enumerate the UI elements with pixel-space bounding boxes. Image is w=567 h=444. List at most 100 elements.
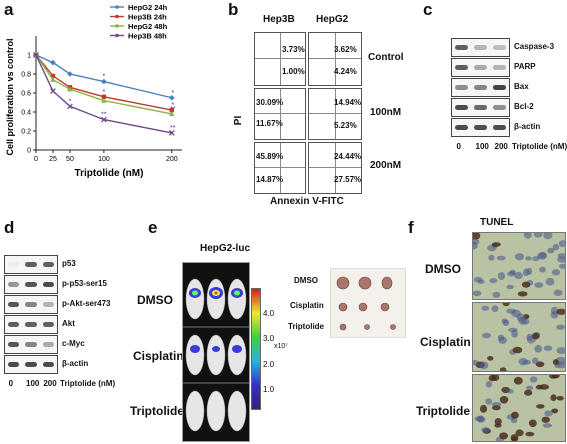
facs-pct-ur: 24.44% [334,152,362,161]
blot-band [455,105,468,110]
excised-tumor-photo [330,268,406,338]
tunel-image-cisplatin [472,302,566,372]
nucleus [494,417,502,426]
nucleus [525,385,534,391]
blot-band [493,85,506,90]
tunel-label-cisplatin: Cisplatin [420,335,471,349]
blot-band [455,125,468,130]
legend-marker [115,33,119,38]
nucleus [481,427,491,433]
legend-marker [115,14,119,19]
nucleus [498,336,508,344]
data-point [50,88,56,94]
legend-marker [115,24,119,28]
tumor-label-triptolide: Triptolide [288,322,324,331]
nucleus [513,376,523,385]
nucleus [556,308,565,315]
blot-band [25,282,37,287]
data-point [169,107,175,113]
nucleus [473,233,481,240]
panel-label-c: c [423,0,433,19]
facs-plot-hep3b-100nm: 30.09% 11.67% [254,88,306,140]
x-axis-title: Triptolide (nM) [75,168,144,179]
x-tick-label: 200 [166,156,178,163]
nucleus [525,256,532,261]
blot-band [8,282,20,287]
nucleus [506,284,514,290]
blot-band [493,125,506,130]
nucleus [488,375,496,382]
blot-band [42,342,54,347]
nucleus [544,410,553,417]
blot-band [455,85,468,90]
nucleus [556,395,564,401]
tunel-label-triptolide: Triptolide [416,404,470,418]
blot-row-label: Bax [514,81,529,91]
facs-pct-lr: 1.00% [282,67,305,76]
tunel-image-triptolide [472,374,566,442]
nucleus [551,408,559,414]
col-header-hepg2: HepG2 [316,14,349,25]
blot-row-label: Caspase-3 [514,41,555,51]
nucleus [482,332,491,339]
significance-mark: ** [101,112,107,119]
nucleus [502,319,510,327]
y-tick-label: 0.6 [21,91,31,98]
tumor-label-dmso: DMSO [294,276,318,285]
nucleus [507,388,514,394]
data-point [33,52,39,58]
facs-plot-hepg2-100nm: 14.94% 5.23% [308,88,362,140]
data-point [101,78,107,85]
nucleus [524,389,533,396]
scale-tick-3: 3.0 [263,334,275,343]
blot-strip [451,38,510,57]
blot-band [493,45,506,50]
blot-row-label: β-actin [514,121,541,131]
data-point [67,86,73,92]
nucleus [491,242,501,247]
blot-band [42,362,54,367]
x-tick-label: 25 [49,156,57,163]
data-point [101,97,107,103]
blot-band [8,342,20,347]
nucleus [553,289,563,296]
nucleus [556,347,565,355]
nucleus [509,269,516,276]
x-tick-label: 50 [66,156,74,163]
nucleus [558,263,565,269]
bioluminescence-image [182,262,250,442]
nucleus [543,345,553,351]
blot-strip [451,98,510,117]
nucleus [516,313,526,322]
nucleus [518,357,528,366]
legend-label: HepG2 48h [128,22,168,31]
blot-band [455,45,468,50]
blot-strip [4,275,58,294]
data-point [67,71,73,77]
blot-band [25,362,37,367]
nucleus [473,359,479,366]
panel-label-e: e [148,218,158,237]
nucleus [489,277,498,284]
blot-band [42,302,54,307]
blot-strip [4,315,58,334]
significance-mark: * [171,102,174,109]
y-axis-title: Cell proliferation vs control [5,38,15,155]
nucleus [492,291,501,298]
blot-band [25,342,37,347]
blot-band [25,302,37,307]
significance-mark: * [103,89,106,96]
blot-band [42,282,54,287]
nucleus [534,344,543,353]
row-label-100nm: 100nM [370,107,402,118]
nucleus [510,417,518,424]
nucleus [557,256,565,263]
nucleus [551,268,561,276]
row-label-control: Control [368,52,404,63]
nucleus [531,332,540,340]
tunel-label-dmso: DMSO [425,262,461,276]
blot-row-label: p-Akt-ser473 [62,298,111,308]
facs-pct-lr: 11.67% [256,119,283,128]
facs-pct-ur: 45.89% [256,152,284,161]
nucleus [491,405,501,411]
